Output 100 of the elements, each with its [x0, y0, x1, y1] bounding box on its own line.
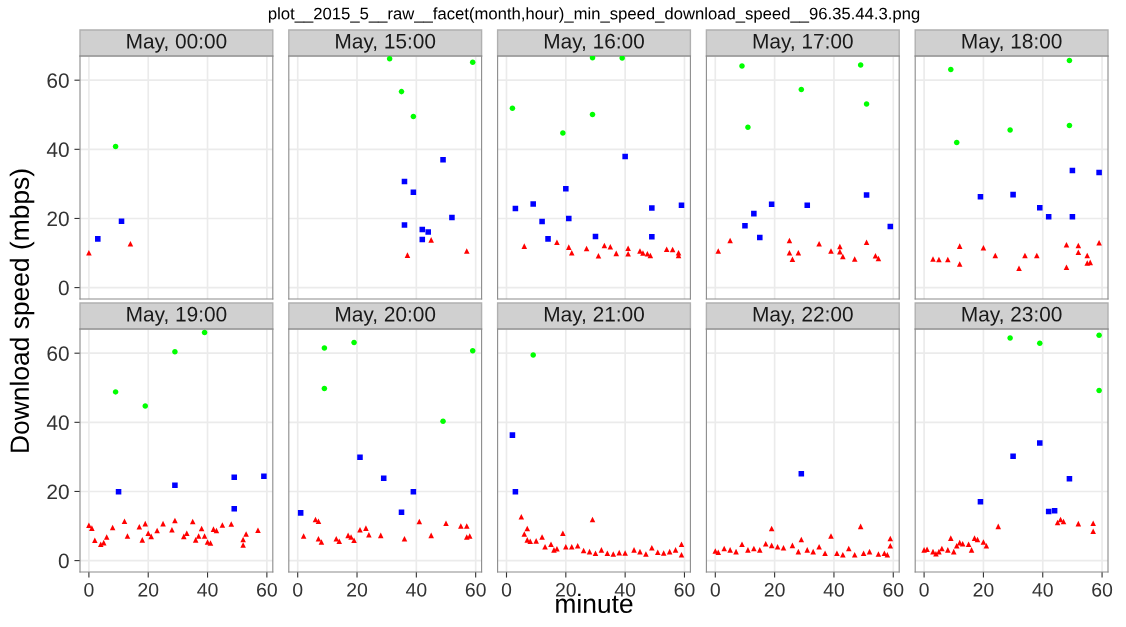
- point: [840, 253, 846, 260]
- point: [428, 532, 434, 539]
- point: [243, 531, 249, 537]
- point: [169, 527, 175, 533]
- point: [837, 243, 843, 250]
- point: [321, 385, 328, 392]
- point: [1096, 332, 1102, 338]
- text: plot__2015_5__raw__facet(month,hour)_min_speed_download_speed__96.35.44.3.png: [268, 7, 920, 23]
- point: [995, 523, 1002, 530]
- point: [192, 537, 199, 543]
- point: [742, 222, 748, 229]
- point: [297, 510, 304, 516]
- point: [89, 525, 95, 531]
- point: [607, 244, 614, 250]
- chart-title: May, 21:00: [544, 306, 644, 326]
- point: [1063, 241, 1070, 248]
- point: [201, 329, 208, 336]
- point: [1090, 520, 1096, 527]
- point: [980, 539, 987, 545]
- point: [604, 550, 611, 557]
- point: [321, 345, 328, 351]
- point: [601, 242, 608, 249]
- point: [509, 105, 516, 111]
- point: [512, 489, 519, 495]
- point: [469, 348, 476, 354]
- y-tick-label: 20: [47, 484, 69, 500]
- point: [1010, 191, 1016, 198]
- point: [463, 248, 470, 254]
- point: [948, 66, 954, 73]
- point: [86, 522, 92, 529]
- point: [745, 124, 751, 130]
- point: [950, 548, 957, 555]
- point: [863, 101, 870, 107]
- point: [640, 250, 646, 256]
- point: [1096, 387, 1102, 394]
- point: [810, 548, 816, 555]
- point: [780, 545, 787, 551]
- point: [545, 236, 551, 242]
- chart-title: May, 18:00: [962, 33, 1062, 53]
- point: [649, 234, 655, 240]
- point: [142, 403, 149, 409]
- point: [745, 547, 751, 553]
- point: [539, 218, 545, 225]
- point: [980, 245, 987, 251]
- point: [887, 542, 894, 549]
- y-tick-label: 60: [47, 346, 69, 361]
- point: [103, 534, 110, 540]
- point: [524, 525, 531, 532]
- x-tick-label: 20: [138, 582, 159, 597]
- point: [863, 239, 870, 246]
- point: [115, 489, 122, 495]
- point: [1037, 204, 1043, 211]
- point: [189, 518, 196, 525]
- point: [1034, 252, 1040, 259]
- point: [613, 250, 620, 257]
- point: [757, 234, 763, 241]
- point: [598, 547, 605, 553]
- point: [539, 534, 545, 540]
- point: [172, 482, 178, 489]
- point: [595, 253, 602, 259]
- point: [727, 547, 733, 553]
- point: [333, 536, 340, 542]
- point: [404, 252, 411, 258]
- point: [619, 56, 625, 61]
- point: [554, 239, 560, 246]
- point: [351, 537, 357, 543]
- point: [977, 499, 984, 505]
- point: [795, 548, 802, 555]
- point: [1063, 264, 1070, 270]
- point: [1075, 242, 1082, 249]
- point: [1037, 340, 1043, 346]
- point: [1010, 453, 1016, 459]
- chart-title: May, 15:00: [336, 33, 436, 53]
- point: [592, 550, 599, 557]
- point: [419, 236, 426, 243]
- x-tick-label: 40: [197, 582, 218, 597]
- point: [574, 542, 581, 549]
- point: [863, 192, 870, 198]
- point: [440, 156, 446, 163]
- point: [410, 113, 417, 120]
- point: [804, 202, 811, 209]
- point: [739, 63, 745, 69]
- point: [610, 551, 617, 557]
- y-tick-label: 20: [47, 211, 69, 227]
- x-tick-label: 20: [347, 582, 368, 597]
- point: [1066, 122, 1073, 129]
- point: [363, 525, 369, 531]
- point: [715, 248, 722, 254]
- point: [857, 523, 864, 530]
- point: [875, 551, 882, 557]
- point: [449, 214, 455, 221]
- x-tick-label: 60: [465, 582, 486, 597]
- point: [112, 143, 119, 150]
- point: [1066, 57, 1073, 64]
- point: [860, 550, 867, 557]
- y-tick-label: 0: [58, 280, 69, 296]
- point: [410, 189, 417, 195]
- point: [834, 550, 840, 557]
- point: [172, 349, 178, 355]
- point: [509, 432, 516, 438]
